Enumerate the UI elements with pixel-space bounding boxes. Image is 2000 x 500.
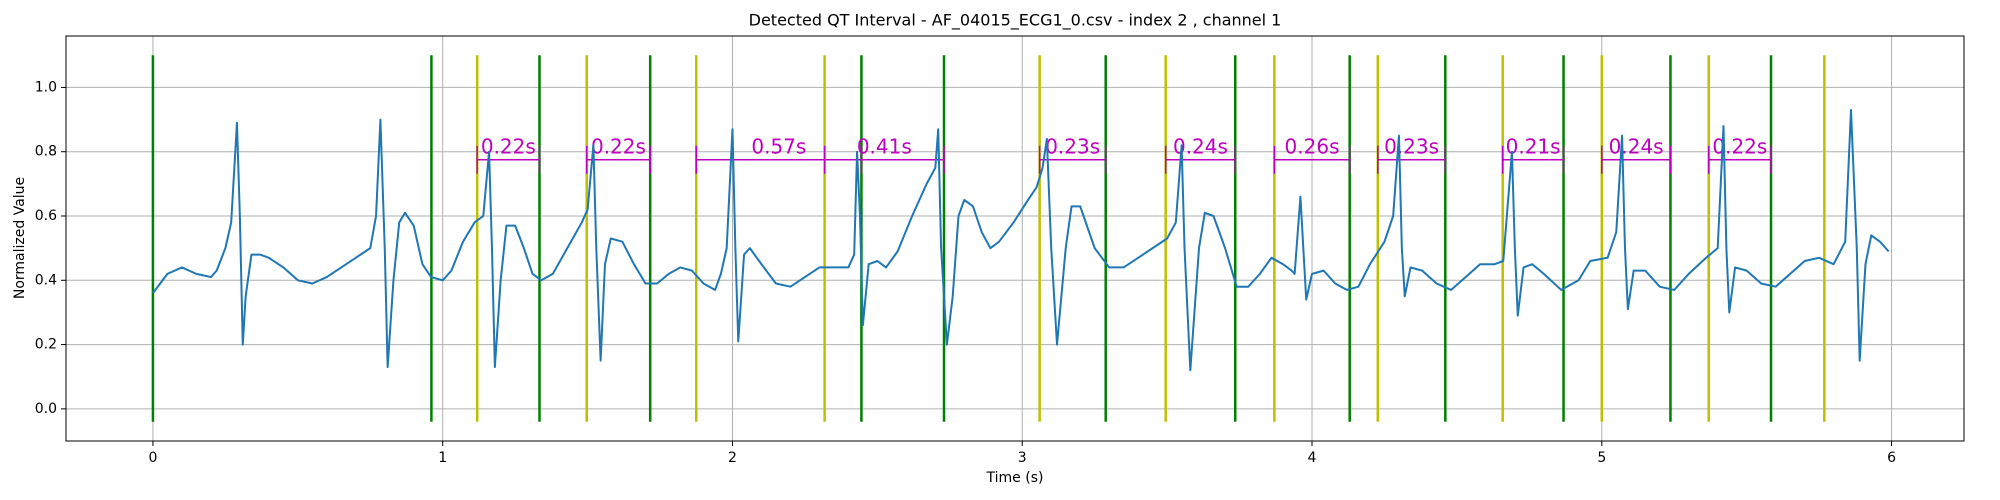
interval-label: 0.23s: [1384, 134, 1439, 158]
chart-title: Detected QT Interval - AF_04015_ECG1_0.c…: [749, 11, 1282, 31]
interval-label: 0.23s: [1045, 134, 1100, 158]
x-tick-label: 5: [1597, 450, 1606, 466]
y-tick-label: 0.0: [35, 401, 57, 417]
y-tick-label: 0.8: [35, 144, 57, 160]
x-tick-label: 1: [438, 450, 447, 466]
interval-label: 0.24s: [1609, 134, 1664, 158]
x-axis-label: Time (s): [986, 470, 1044, 486]
signal-line: [152, 108, 1890, 372]
y-tick-label: 0.6: [35, 208, 57, 224]
y-tick-label: 0.2: [35, 337, 57, 353]
interval-label: 0.22s: [1712, 134, 1767, 158]
interval-label: 0.21s: [1506, 134, 1561, 158]
plot-frame: [65, 35, 1965, 442]
x-tick-label: 0: [148, 450, 157, 466]
y-axis-label: Normalized Value: [12, 177, 28, 299]
x-tick-label: 4: [1308, 450, 1317, 466]
interval-label: 0.57s: [751, 134, 806, 158]
y-tick-label: 0.4: [35, 272, 57, 288]
x-tick-label: 2: [728, 450, 737, 466]
y-tick-label: 1.0: [35, 79, 57, 95]
interval-label: 0.26s: [1285, 134, 1340, 158]
x-tick-label: 6: [1887, 450, 1896, 466]
interval-label: 0.41s: [857, 134, 912, 158]
interval-label: 0.22s: [591, 134, 646, 158]
x-tick-label: 3: [1018, 450, 1027, 466]
